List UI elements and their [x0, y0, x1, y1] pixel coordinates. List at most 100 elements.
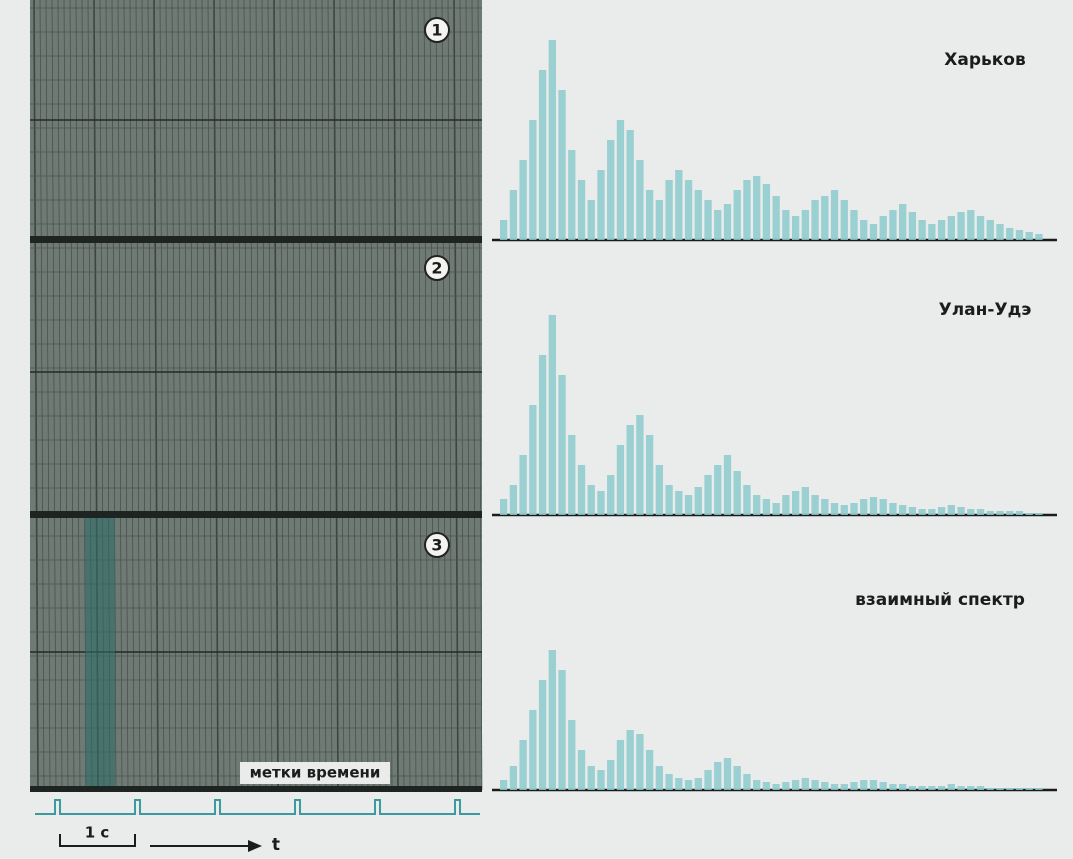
spectrum-bar: [977, 216, 984, 240]
spectrum-bar: [899, 784, 906, 790]
spectrum-bar: [607, 475, 614, 515]
scale-label: 1 с: [85, 824, 110, 842]
spectrum-bar: [841, 505, 848, 515]
spectrum-bar: [899, 204, 906, 240]
spectrum-bar: [588, 200, 595, 240]
spectrum-bar: [636, 734, 643, 790]
spectrum-bar: [850, 503, 857, 515]
spectrum-bar: [1006, 228, 1013, 240]
spectrum-bar: [558, 375, 565, 515]
spectrum-bar: [743, 774, 750, 790]
spectrum-bar: [636, 160, 643, 240]
spectrum-bar: [918, 220, 925, 240]
spectrum-bar: [821, 782, 828, 790]
spectrum-bar: [928, 509, 935, 515]
spectrum-bar: [510, 485, 517, 515]
spectrum-bar: [782, 782, 789, 790]
spectrum-bar: [578, 465, 585, 515]
spectrum-bar: [529, 710, 536, 790]
spectrum-bar: [763, 184, 770, 240]
spectrum-bar: [500, 220, 507, 240]
spectrum-bar: [870, 780, 877, 790]
spectrum-bar: [811, 200, 818, 240]
spectrum-bar: [704, 200, 711, 240]
spectrum-bar: [743, 485, 750, 515]
spectrum-bar: [695, 487, 702, 515]
panel-divider: [30, 786, 482, 792]
spectrum-bar: [675, 170, 682, 240]
spectrum-bar: [529, 405, 536, 515]
spectrum-bar: [685, 780, 692, 790]
spectrum-bar: [529, 120, 536, 240]
spectrum-bar: [987, 511, 994, 515]
spectrum-bar: [938, 220, 945, 240]
spectrum-bar: [753, 495, 760, 515]
spectrum-bar: [1026, 513, 1033, 515]
spectrum-bar: [695, 778, 702, 790]
spectrum-bar: [987, 788, 994, 790]
spectrum-bar: [987, 220, 994, 240]
spectrum-bar: [831, 503, 838, 515]
spectrum-bar: [841, 200, 848, 240]
spectrum-bar: [880, 782, 887, 790]
spectrum-bar: [782, 210, 789, 240]
spectrum-bar: [938, 786, 945, 790]
spectrum-bar: [996, 224, 1003, 240]
spectrum-bar: [938, 507, 945, 515]
spectrum-bar: [1016, 788, 1023, 790]
panel-number: 1: [431, 21, 442, 40]
spectrum-bar: [802, 778, 809, 790]
spectrum-bar: [1026, 788, 1033, 790]
spectrum-bar: [880, 216, 887, 240]
spectrum-bar: [549, 650, 556, 790]
spectrum-bar: [763, 499, 770, 515]
panel-number: 2: [431, 259, 442, 278]
spectrum-bar: [568, 720, 575, 790]
spectrum-bar: [519, 160, 526, 240]
spectrum-bar: [948, 216, 955, 240]
spectrum-bar: [918, 509, 925, 515]
spectrum-bar: [607, 140, 614, 240]
panel-divider: [30, 511, 482, 518]
spectrum-bar: [597, 170, 604, 240]
spectrum-bar: [743, 180, 750, 240]
spectrum-bar: [627, 425, 634, 515]
spectrum-bar: [870, 497, 877, 515]
spectrum-bar: [588, 766, 595, 790]
spectrum-bar: [617, 740, 624, 790]
spectrum-bar: [646, 750, 653, 790]
spectrum-bar: [821, 499, 828, 515]
spectrum-bar: [558, 670, 565, 790]
spectrum-bar: [811, 495, 818, 515]
spectrum-bar: [685, 495, 692, 515]
spectrum-bar: [704, 475, 711, 515]
spectrum-bar: [578, 750, 585, 790]
spectrum-bar: [860, 780, 867, 790]
spectrum-bar: [500, 499, 507, 515]
spectrum-bar: [1035, 513, 1042, 515]
spectrum-bar: [636, 415, 643, 515]
spectrum-bar: [996, 511, 1003, 515]
spectrum-bar: [734, 190, 741, 240]
spectrum-bar: [918, 786, 925, 790]
spectrum-bar: [665, 774, 672, 790]
spectrum-bar: [695, 190, 702, 240]
spectrum-bar: [656, 200, 663, 240]
spectrum-bar: [821, 196, 828, 240]
spectrum-bar: [607, 760, 614, 790]
spectrum-bar: [967, 210, 974, 240]
spectrum-bar: [568, 150, 575, 240]
spectrum-bar: [850, 210, 857, 240]
spectrum-bar: [617, 120, 624, 240]
spectrum-bar: [753, 176, 760, 240]
spectrum-bar: [792, 491, 799, 515]
spectrum-bar: [597, 770, 604, 790]
spectrum-bar: [597, 491, 604, 515]
recording-trace: [85, 518, 115, 786]
spectrum-bar: [549, 315, 556, 515]
spectrum-bar: [568, 435, 575, 515]
spectrum-bar: [685, 180, 692, 240]
spectrum-bar: [1026, 232, 1033, 240]
spectrum-bar: [831, 190, 838, 240]
spectrum-bar: [539, 355, 546, 515]
